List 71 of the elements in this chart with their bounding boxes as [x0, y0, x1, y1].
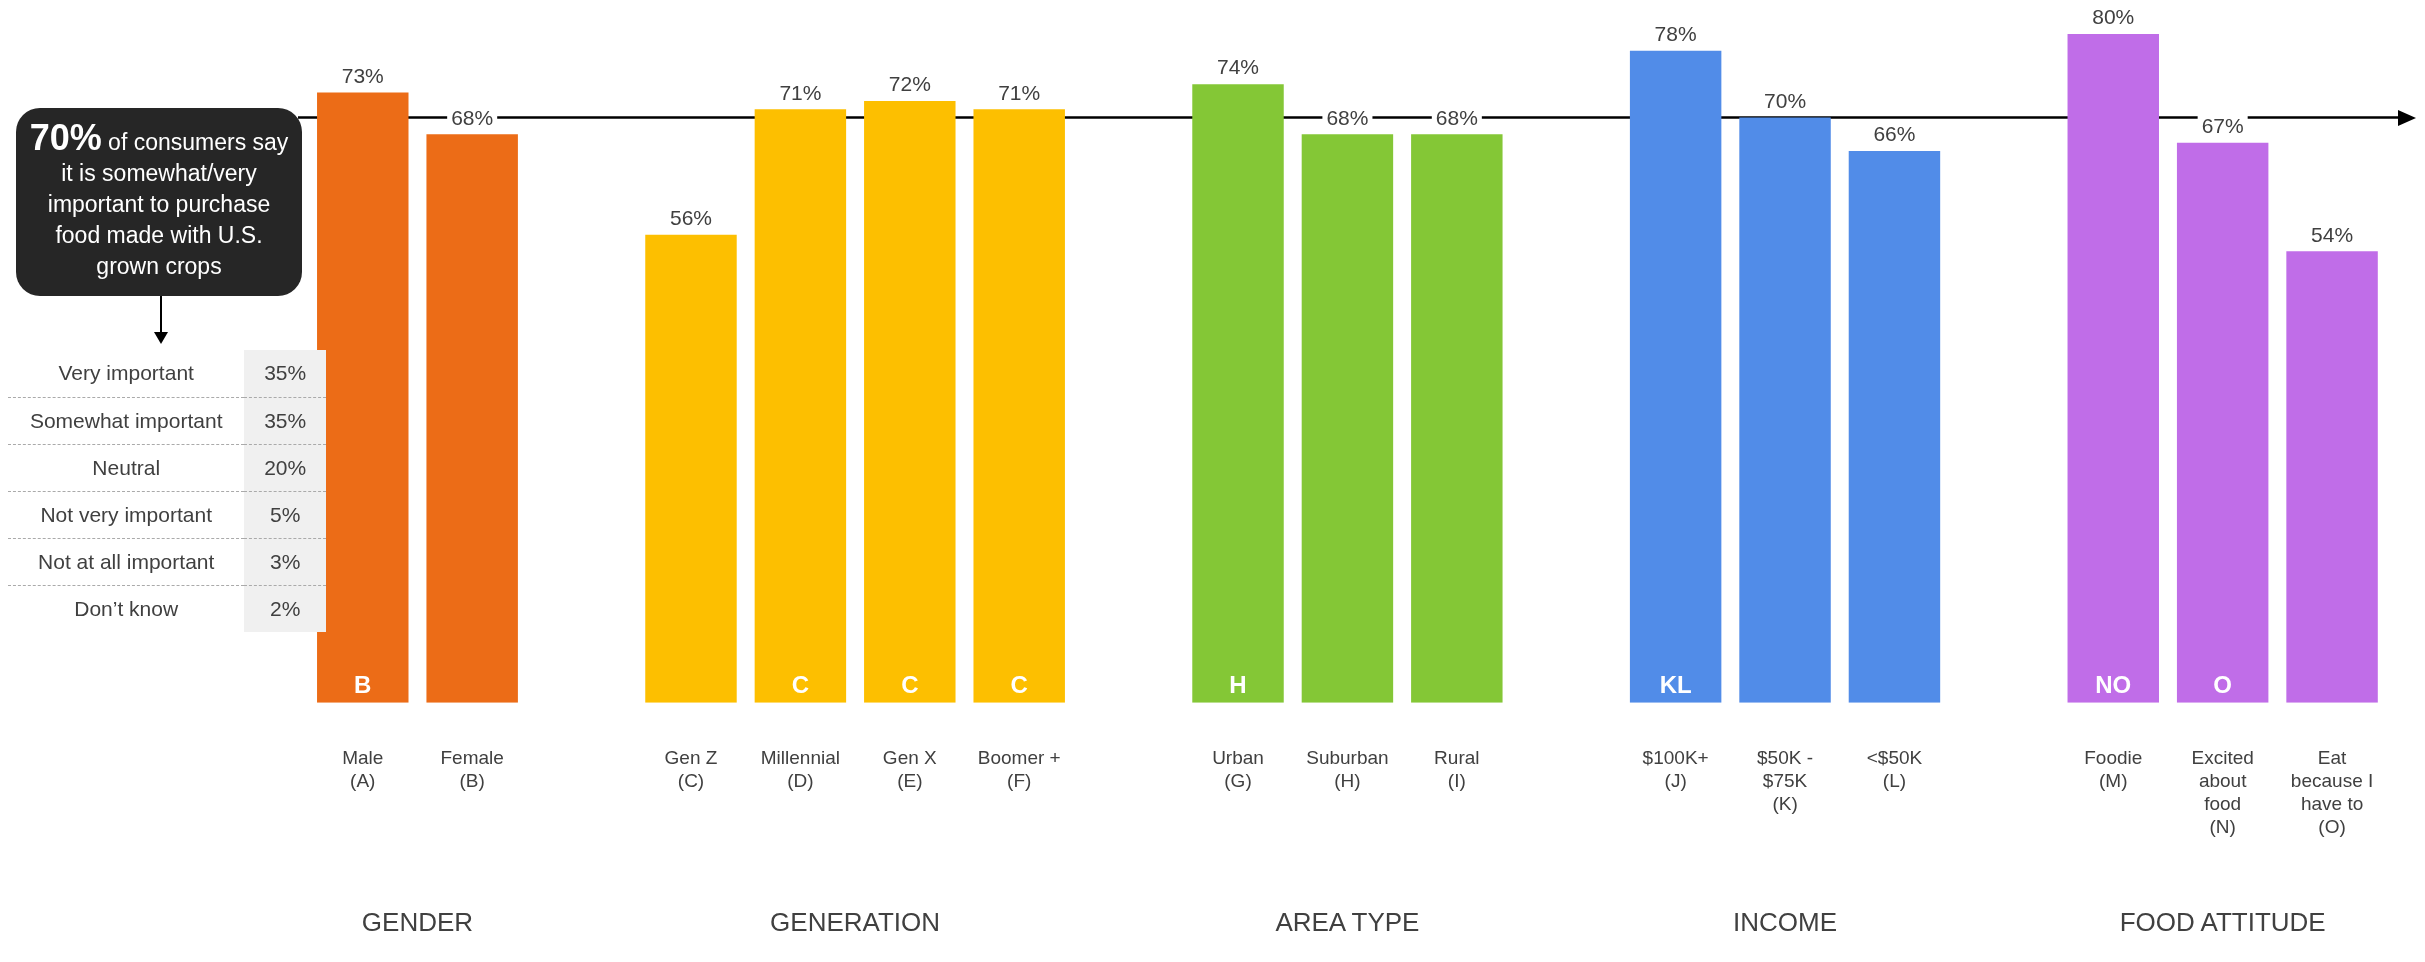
bar [1301, 134, 1394, 703]
x-tick-label: Urban (G) [1212, 747, 1264, 792]
x-tick-label: $50K - $75K (K) [1757, 747, 1814, 815]
text: INCOME [1733, 907, 1838, 938]
data-label: 35% [244, 350, 326, 397]
data-label: 74% [1217, 55, 1260, 79]
bar [1848, 151, 1941, 703]
data-label: 67% [2201, 113, 2244, 137]
data-label: 70% [1764, 88, 1807, 112]
category-label: Don’t know [73, 595, 180, 622]
data-label: 2% [244, 585, 326, 632]
category-label: Neutral [91, 454, 162, 481]
data-label: 71% [779, 80, 822, 104]
category-label: Somewhat important [28, 407, 224, 434]
data-label: 78% [1654, 22, 1697, 46]
annotation: NO [2095, 671, 2132, 699]
category-label: Not at all important [37, 548, 216, 575]
annotation: O [2213, 671, 2232, 699]
bar [864, 100, 956, 703]
text: GENERATION [770, 907, 941, 938]
data-label: 73% [341, 63, 384, 87]
data-label: 66% [1873, 122, 1916, 146]
x-tick-label: Eat because I have to (O) [2290, 747, 2374, 837]
bar [2176, 142, 2269, 703]
data-label: 68% [1435, 105, 1478, 129]
annotation: B [354, 671, 372, 699]
data-label: 56% [669, 205, 712, 229]
data-label: 35% [244, 397, 326, 444]
x-tick-label: Male (A) [342, 747, 384, 792]
x-tick-label: $100K+ (J) [1642, 747, 1709, 792]
data-label: 68% [1326, 105, 1369, 129]
bar [1739, 117, 1831, 703]
bar [2286, 251, 2378, 703]
x-tick-label: Rural (I) [1434, 747, 1480, 792]
category-label: Not very important [39, 501, 213, 528]
bar [1411, 134, 1503, 703]
bar [426, 134, 518, 703]
x-tick-label: Suburban (H) [1306, 747, 1389, 792]
annotation: H [1229, 671, 1247, 699]
x-tick-label: Excited about food (N) [2191, 747, 2254, 837]
x-tick-label: Foodie (M) [2084, 747, 2143, 792]
data-label: 72% [888, 72, 931, 96]
bar [1629, 50, 1722, 703]
data-label: 71% [998, 80, 1041, 104]
data-label: 5% [244, 491, 326, 538]
data-label: 54% [2311, 222, 2354, 246]
data-label: 3% [244, 538, 326, 585]
bar [645, 234, 737, 703]
bar [973, 109, 1065, 703]
x-tick-label: Millennial (D) [760, 747, 840, 792]
annotation: C [901, 671, 919, 699]
data-label: 20% [244, 444, 326, 491]
annotation: C [791, 671, 810, 699]
text: FOOD ATTITUDE [2119, 907, 2326, 938]
category-label: Very important [57, 360, 195, 387]
text: GENDER [361, 907, 474, 938]
x-tick-label: <$50K (L) [1866, 747, 1923, 792]
text: AREA TYPE [1275, 907, 1420, 938]
x-tick-label: Gen Z (C) [664, 747, 718, 792]
x-tick-label: Boomer + (F) [977, 747, 1061, 792]
bar [2067, 34, 2159, 703]
bar [1192, 84, 1284, 703]
data-label: 80% [2092, 5, 2135, 29]
x-tick-label: Gen X (E) [882, 747, 938, 792]
annotation: C [1010, 671, 1028, 699]
annotation: KL [1659, 671, 1692, 699]
text: 70% of consumers say it is somewhat/very important to purchase food made with U.S. grown crops [16, 108, 302, 296]
data-label: 68% [451, 105, 494, 129]
x-tick-label: Female (B) [440, 747, 504, 792]
bar [754, 109, 847, 703]
bar [317, 92, 409, 703]
